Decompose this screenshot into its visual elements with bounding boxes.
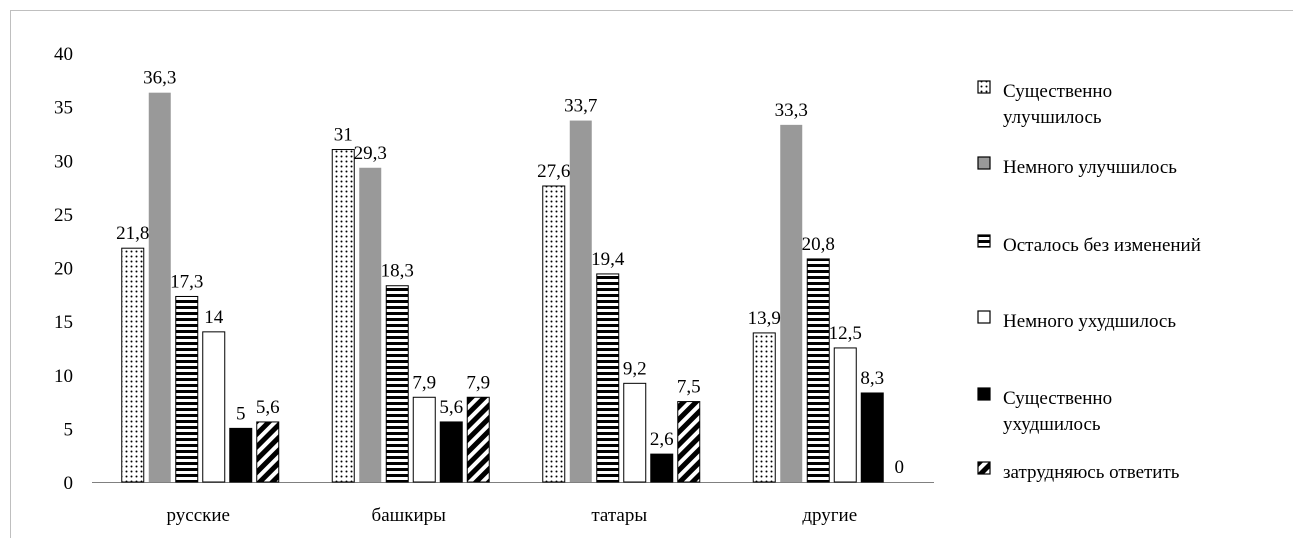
- x-category-label: татары: [591, 505, 647, 526]
- bar: [677, 401, 701, 483]
- bar: [780, 124, 803, 483]
- data-label: 20,8: [802, 234, 835, 255]
- legend-label: улучшилось: [1003, 107, 1102, 128]
- bar: [175, 295, 199, 483]
- y-tick-label: 15: [54, 312, 73, 333]
- legend-label: Существенно: [1003, 388, 1112, 409]
- data-label: 7,9: [412, 372, 436, 393]
- bar: [650, 453, 674, 483]
- legend-swatch: [977, 387, 991, 401]
- bar: [596, 273, 620, 483]
- y-tick-label: 10: [54, 366, 73, 387]
- y-tick-label: 40: [54, 44, 73, 65]
- data-label: 33,3: [775, 100, 808, 121]
- y-tick-label: 20: [54, 259, 73, 280]
- data-label: 17,3: [170, 271, 203, 292]
- data-label: 19,4: [591, 249, 625, 270]
- bar: [331, 149, 355, 483]
- bar: [121, 247, 145, 483]
- data-label: 31: [334, 125, 353, 146]
- legend-swatch: [977, 234, 991, 248]
- data-label: 5: [236, 403, 246, 424]
- legend-label: Существенно: [1003, 81, 1112, 102]
- bar: [439, 421, 463, 483]
- legend-label: ухудшилось: [1003, 414, 1101, 435]
- data-label: 21,8: [116, 223, 149, 244]
- x-category-label: другие: [802, 505, 857, 526]
- bar: [542, 185, 566, 483]
- data-label: 14: [204, 307, 224, 328]
- legend-label: Осталось без изменений: [1003, 235, 1201, 256]
- legend-swatch: [977, 156, 991, 170]
- legend-swatch: [977, 80, 991, 94]
- bar: [806, 258, 830, 483]
- data-label: 9,2: [623, 358, 647, 379]
- y-tick-label: 25: [54, 205, 73, 226]
- data-label: 33,7: [564, 96, 597, 117]
- y-tick-label: 30: [54, 151, 73, 172]
- legend-label: Немного улучшилось: [1003, 157, 1177, 178]
- bar: [385, 285, 409, 483]
- bar: [359, 167, 382, 482]
- legend-swatch: [977, 461, 991, 475]
- bar: [833, 347, 857, 483]
- axes: 0 5 10 15 20 25 30 35 40 русские башкиры татары друг…: [54, 44, 934, 526]
- data-label: 2,6: [650, 429, 674, 450]
- bar: [229, 427, 253, 483]
- x-category-label: башкиры: [372, 505, 447, 526]
- bar: [466, 396, 490, 483]
- data-label: 13,9: [748, 308, 781, 329]
- data-label: 12,5: [829, 323, 862, 344]
- data-label: 7,9: [466, 372, 490, 393]
- y-tick-label: 35: [54, 98, 73, 119]
- data-label: 5,6: [439, 397, 463, 418]
- data-label: 18,3: [381, 261, 414, 282]
- bar: [148, 92, 171, 483]
- y-tick-label: 5: [64, 419, 74, 440]
- bar: [860, 392, 884, 483]
- bar: [752, 332, 776, 483]
- data-label: 8,3: [860, 368, 884, 389]
- data-label: 29,3: [354, 143, 387, 164]
- legend-swatch: [977, 310, 991, 324]
- data-label: 27,6: [537, 161, 570, 182]
- y-tick-label: 0: [64, 473, 74, 494]
- bar: [412, 396, 436, 483]
- legend: Существенно улучшилось Немного улучшилось О…: [977, 80, 1201, 483]
- bar: [569, 120, 592, 482]
- legend-label: Немного ухудшилось: [1003, 311, 1176, 332]
- bar: [256, 421, 280, 483]
- data-label: 7,5: [677, 377, 701, 398]
- bar: [202, 331, 226, 483]
- data-label: 36,3: [143, 68, 176, 89]
- legend-label: затрудняюсь ответить: [1003, 462, 1180, 483]
- data-label: 0: [895, 457, 905, 478]
- data-label: 5,6: [256, 397, 280, 418]
- bar: [623, 382, 647, 483]
- bars: [121, 92, 884, 483]
- x-category-label: русские: [167, 505, 230, 526]
